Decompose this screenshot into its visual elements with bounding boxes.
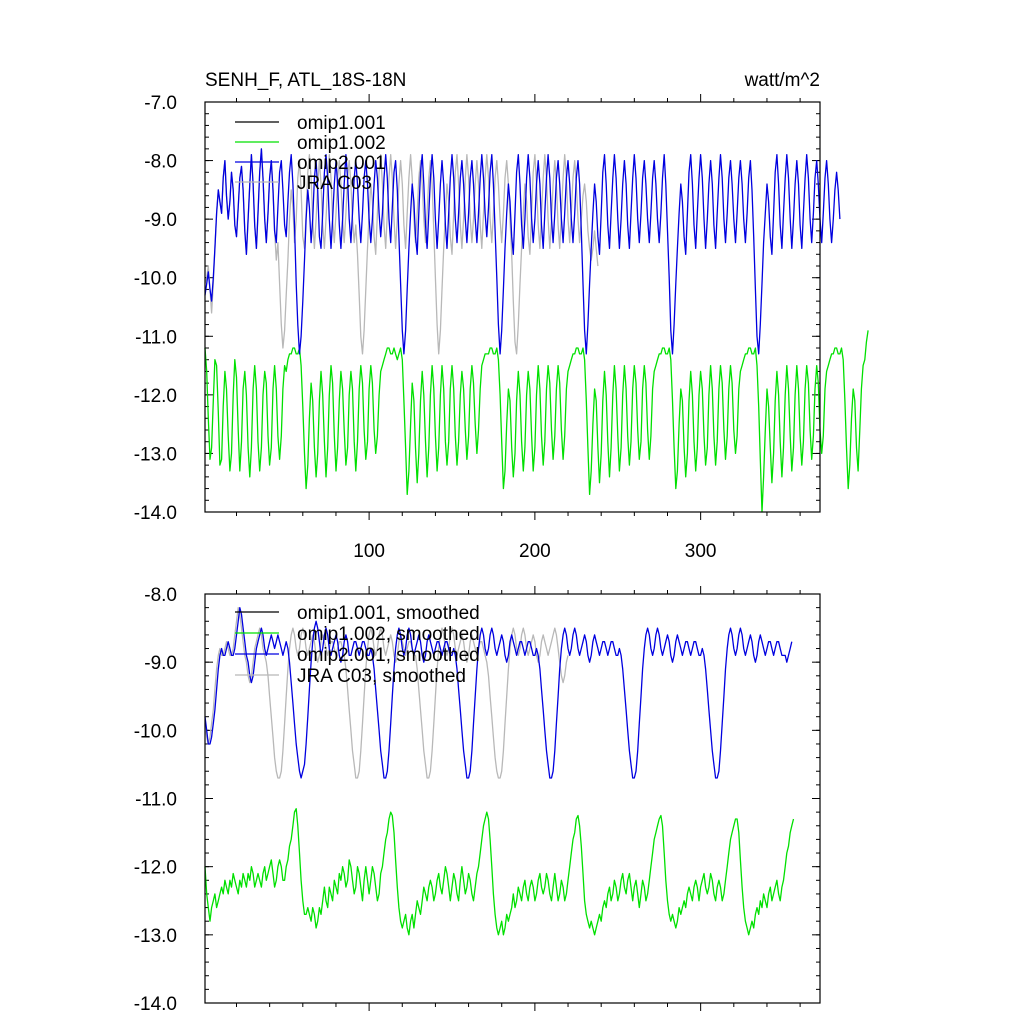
y-tick-label: -8.0 — [144, 152, 177, 173]
y-tick-label: -13.0 — [134, 444, 177, 465]
y-tick-label: -14.0 — [134, 994, 177, 1015]
legend-label: omip1.001 — [297, 113, 386, 134]
legend-label: omip2.001, smoothed — [297, 645, 480, 666]
y-tick-label: -10.0 — [134, 269, 177, 290]
legend-label: omip1.001, smoothed — [297, 603, 480, 624]
y-tick-label: -12.0 — [134, 386, 177, 407]
plot-frame — [204, 101, 821, 513]
axis-ticks: -7.0 -8.0 -9.0 -10.0 -11.0 -12.0 -13.0 -14.0 100… — [134, 93, 820, 562]
legend-label: JRA C03 — [297, 173, 372, 194]
legend-label: JRA C03, smoothed — [297, 666, 466, 687]
top-panel: SENH_F, ATL_18S-18N watt/m^2 -7.0 -8.0 -9.… — [134, 70, 869, 562]
y-tick-label: -11.0 — [135, 327, 177, 348]
y-tick-label: -11.0 — [135, 790, 177, 811]
plot-frame — [204, 593, 821, 1004]
y-tick-label: -9.0 — [144, 210, 177, 231]
series-line-3 — [204, 606, 569, 779]
legend-label: omip1.002, smoothed — [297, 624, 480, 645]
units-label: watt/m^2 — [744, 70, 820, 91]
series-line-2 — [204, 148, 841, 355]
series-line-1 — [204, 330, 869, 513]
legend-label: omip1.002 — [297, 133, 386, 154]
y-tick-label: -14.0 — [134, 503, 177, 524]
y-tick-label: -8.0 — [144, 585, 177, 606]
x-tick-label: 300 — [685, 541, 717, 562]
series-line-1 — [204, 808, 795, 936]
series-layer — [204, 606, 795, 936]
x-tick-label: 100 — [353, 541, 385, 562]
bottom-panel: -8.0 -9.0 -10.0 -11.0 -12.0 -13.0 -14.0 omip1.… — [134, 585, 821, 1015]
axis-ticks: -8.0 -9.0 -10.0 -11.0 -12.0 -13.0 -14.0 — [134, 585, 820, 1015]
y-tick-label: -7.0 — [144, 93, 177, 114]
series-layer — [204, 148, 869, 513]
x-tick-label: 200 — [519, 541, 551, 562]
y-tick-label: -13.0 — [134, 926, 177, 947]
series-line-2 — [204, 606, 793, 779]
y-tick-label: -9.0 — [144, 653, 177, 674]
y-tick-label: -12.0 — [134, 858, 177, 879]
legend-label: omip2.001 — [297, 153, 386, 174]
chart-title: SENH_F, ATL_18S-18N — [205, 70, 406, 91]
y-tick-label: -10.0 — [134, 721, 177, 742]
